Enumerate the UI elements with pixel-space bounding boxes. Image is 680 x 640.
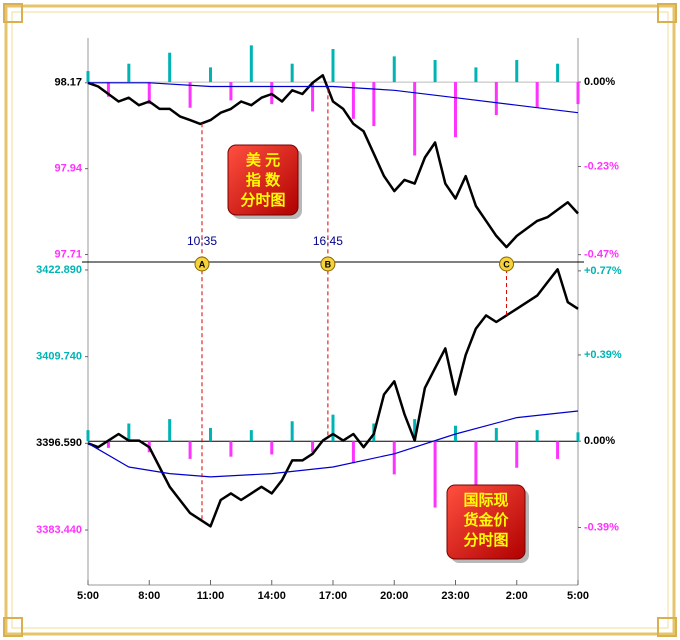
bar [311, 82, 315, 112]
bar [229, 441, 233, 457]
bar [86, 71, 90, 83]
y2-tick-label: 0.00% [584, 76, 615, 88]
bar [413, 419, 417, 442]
bar [576, 82, 580, 105]
marker-dot [499, 256, 515, 272]
bar [413, 82, 417, 156]
frame [4, 4, 676, 636]
y2-tick-label: -0.47% [584, 249, 619, 261]
bar [147, 82, 151, 105]
label-box-text: 指 数 [246, 171, 281, 189]
bar [351, 82, 355, 119]
x-tick-label: 17:00 [319, 590, 347, 602]
y-tick-label: 3409.740 [36, 351, 82, 363]
frame-inner [11, 11, 669, 629]
bar [270, 441, 274, 455]
bar [515, 60, 519, 83]
bar [229, 82, 233, 101]
bar [168, 52, 172, 83]
bar [392, 56, 396, 83]
label-box-text: 分时图 [240, 192, 285, 209]
marker-dot [194, 256, 210, 272]
bar [106, 441, 110, 448]
label-box [446, 484, 526, 560]
y-tick-label: 3422.890 [36, 264, 82, 276]
x-tick-label: 11:00 [197, 590, 225, 602]
bar [372, 82, 376, 127]
bar [209, 67, 212, 83]
label-box-text: 美 元 [246, 151, 280, 169]
bar [556, 63, 560, 83]
bar [454, 82, 457, 138]
y-tick-label: 97.71 [54, 248, 82, 260]
bar [127, 423, 131, 442]
x-tick-label: 23:00 [441, 590, 469, 602]
x-tick-label: 8:00 [138, 590, 160, 602]
bar [290, 421, 294, 442]
bar [474, 67, 478, 83]
y2-tick-label: +0.39% [584, 349, 622, 361]
price-line [87, 74, 579, 249]
average-line [88, 82, 579, 114]
average-line [87, 410, 579, 478]
x-tick-label: 2:00 [506, 590, 528, 602]
bar [535, 82, 539, 108]
marker-label: B [325, 259, 332, 269]
bar [168, 419, 172, 442]
bar [515, 441, 519, 468]
y2-tick-label: +0.77% [584, 265, 622, 277]
bar [249, 45, 253, 83]
label-box-text: 国际现 [463, 492, 508, 509]
bar [392, 441, 396, 475]
bar [576, 432, 580, 442]
x-tick-label: 14:00 [258, 590, 286, 602]
x-tick-label: 5:00 [567, 590, 589, 602]
x-tick-label: 5:00 [77, 590, 99, 602]
bar [494, 82, 498, 116]
y2-tick-label: -0.39% [584, 521, 619, 533]
x-tick-label: 20:00 [380, 590, 408, 602]
marker-label: C [503, 259, 510, 269]
y-tick-label: 3396.590 [36, 437, 82, 449]
bar [433, 441, 437, 508]
frame-corners [3, 3, 677, 637]
bar [249, 430, 253, 442]
bar [351, 441, 355, 464]
marker-time: 10:35 [187, 234, 217, 248]
marker-time: 16:45 [313, 234, 343, 248]
bar [127, 63, 131, 83]
marker-dot [320, 256, 336, 272]
marker-label: A [199, 259, 206, 269]
bar [474, 441, 478, 486]
bar [290, 63, 294, 83]
bar [331, 414, 335, 442]
label-box [227, 144, 299, 216]
y-tick-label: 98.17 [54, 77, 82, 89]
label-box-text: 分时图 [463, 532, 508, 549]
bar [556, 441, 560, 459]
label-box-text: 货金价 [463, 511, 509, 529]
bar [433, 60, 437, 83]
bar [494, 427, 498, 442]
y2-tick-label: -0.23% [584, 160, 619, 172]
bar [331, 49, 335, 83]
price-line [87, 268, 579, 528]
y-tick-label: 97.94 [54, 163, 82, 175]
y-tick-label: 3383.440 [36, 524, 82, 536]
bar [535, 430, 539, 442]
bar [311, 441, 315, 453]
bar [188, 441, 192, 459]
bar [209, 427, 212, 442]
bar [106, 82, 110, 97]
bar [188, 82, 192, 108]
y2-tick-label: 0.00% [584, 435, 615, 447]
bar [86, 430, 90, 442]
